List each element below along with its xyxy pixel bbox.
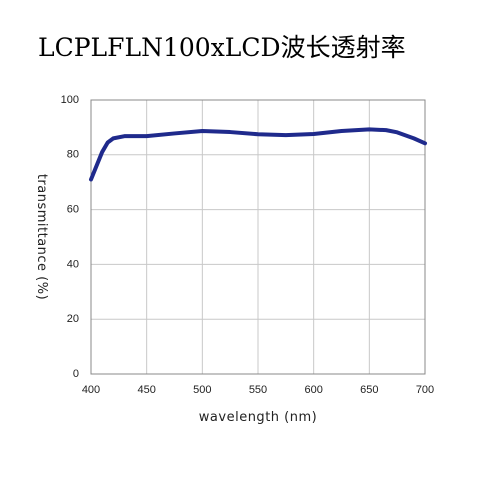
y-axis-label: transmittance (%) [34, 174, 49, 300]
x-tick-label: 600 [304, 384, 322, 396]
y-tick-label: 60 [67, 204, 79, 216]
x-tick-label: 550 [249, 384, 267, 396]
y-tick-label: 0 [73, 368, 79, 380]
y-tick-label: 40 [67, 258, 79, 270]
x-tick-label: 500 [193, 384, 211, 396]
chart-title: LCPLFLN100xLCD波长透射率 [38, 33, 406, 62]
x-tick-label: 400 [82, 384, 100, 396]
y-tick-label: 100 [61, 94, 79, 106]
y-tick-label: 80 [67, 149, 79, 161]
x-tick-label: 650 [360, 384, 378, 396]
data-line [89, 127, 427, 182]
y-tick-label: 20 [67, 313, 79, 325]
x-tick-label: 700 [416, 384, 434, 396]
plot-frame [90, 99, 426, 375]
x-tick-label: 450 [137, 384, 155, 396]
x-axis-label: wavelength (nm) [199, 410, 317, 425]
